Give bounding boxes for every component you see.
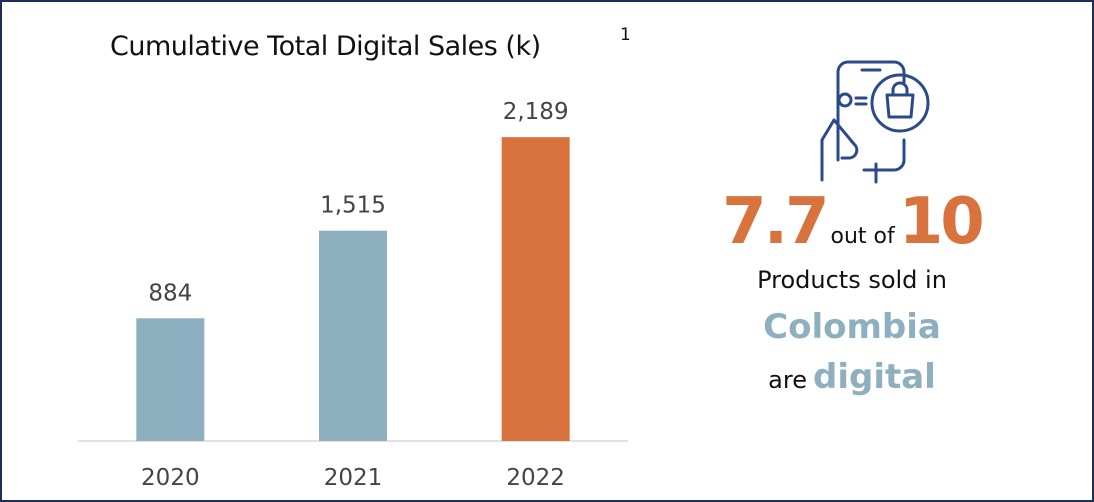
footnote-marker: 1 (620, 25, 631, 45)
bar (501, 137, 570, 441)
chart-title: Cumulative Total Digital Sales (k) (110, 31, 541, 62)
share: 7.7 (722, 185, 826, 259)
total: 10 (899, 185, 983, 259)
digital: digital (813, 357, 936, 397)
phone-icon (820, 60, 930, 184)
x-tick-label: 2022 (506, 465, 565, 491)
callout-country: Colombia (763, 307, 941, 347)
x-tick-label: 2020 (141, 465, 200, 491)
callout-digital: are digital (768, 357, 936, 397)
x-tick-label: 2021 (324, 465, 383, 491)
bar (319, 230, 387, 441)
value-label: 1,515 (320, 193, 386, 219)
value-label: 884 (148, 280, 192, 306)
callout-ratio: 7.7 out of10 (722, 185, 982, 259)
bar (136, 318, 205, 441)
out-of: out of (831, 224, 896, 249)
are: are (768, 366, 807, 394)
callout-line: Products sold in (757, 266, 947, 294)
value-label: 2,189 (503, 99, 569, 125)
